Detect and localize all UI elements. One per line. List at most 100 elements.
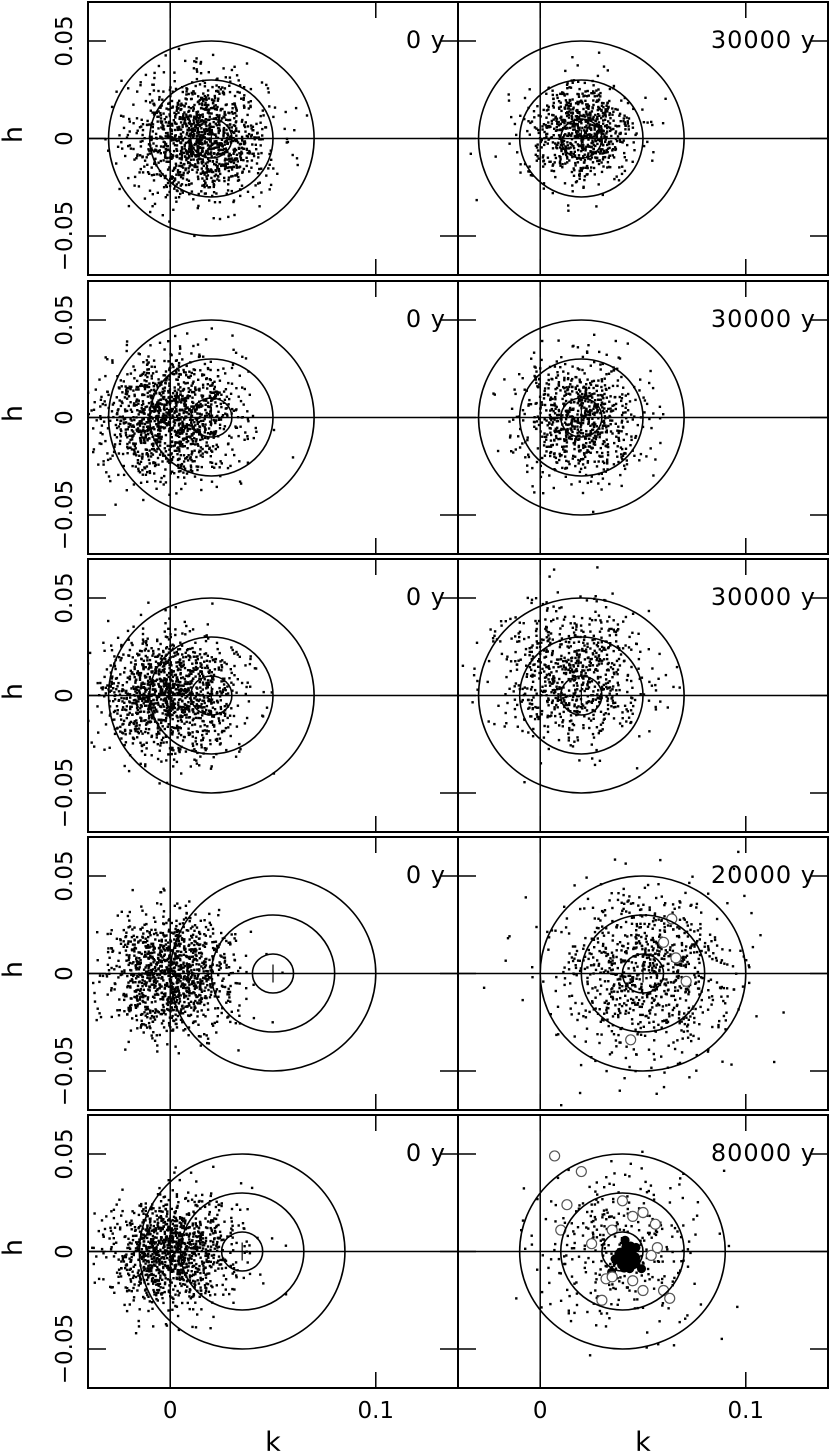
data-point <box>155 144 158 148</box>
data-point <box>184 482 187 485</box>
data-point <box>245 156 248 159</box>
data-point <box>624 128 627 131</box>
data-point <box>116 712 119 715</box>
data-point <box>607 445 610 449</box>
data-point <box>556 416 559 420</box>
data-point <box>179 386 182 389</box>
data-point <box>158 435 161 438</box>
data-point <box>140 684 143 687</box>
data-point <box>139 167 142 171</box>
data-point <box>213 99 216 102</box>
data-point <box>559 158 562 161</box>
data-point <box>157 127 160 130</box>
data-point <box>533 116 536 119</box>
data-point <box>561 136 565 140</box>
data-point <box>134 690 137 693</box>
data-point <box>578 100 582 103</box>
data-point <box>577 398 581 401</box>
data-point <box>536 415 539 418</box>
data-point <box>584 130 587 134</box>
data-point <box>151 123 155 126</box>
data-point <box>132 122 135 125</box>
data-point <box>618 139 622 142</box>
data-point <box>236 653 239 656</box>
data-point <box>560 139 564 142</box>
data-point <box>174 139 178 142</box>
data-point <box>597 113 600 116</box>
data-point <box>161 123 164 126</box>
data-point <box>133 432 136 435</box>
data-point <box>175 661 178 664</box>
data-point <box>180 158 183 161</box>
data-point <box>181 125 184 129</box>
data-point <box>137 671 141 675</box>
data-point <box>107 149 110 152</box>
data-point <box>583 372 586 375</box>
data-point <box>174 710 177 714</box>
data-point <box>169 135 172 138</box>
data-point <box>601 451 604 455</box>
data-point <box>247 420 250 423</box>
data-point <box>113 443 117 446</box>
data-point <box>157 718 160 721</box>
data-point <box>205 164 209 168</box>
data-point <box>139 84 142 87</box>
data-point <box>167 108 170 111</box>
data-point <box>168 114 172 118</box>
data-point <box>156 638 159 641</box>
data-point <box>141 400 145 403</box>
data-point <box>250 166 253 169</box>
data-point <box>619 120 622 123</box>
data-point <box>136 429 139 433</box>
data-point <box>238 750 241 753</box>
data-point <box>587 157 590 160</box>
data-point <box>183 410 186 413</box>
data-point <box>566 144 569 147</box>
data-point <box>245 62 249 65</box>
data-point <box>175 408 178 411</box>
data-point <box>187 122 191 125</box>
data-point <box>551 104 555 107</box>
data-point <box>139 762 142 765</box>
data-point <box>559 428 563 432</box>
data-point <box>553 418 556 421</box>
data-point <box>176 653 179 656</box>
data-point <box>201 404 204 407</box>
data-point <box>642 121 646 124</box>
data-point <box>233 453 236 457</box>
data-point <box>147 425 150 428</box>
data-point <box>126 390 129 393</box>
data-point <box>218 379 222 382</box>
data-point <box>573 128 576 131</box>
data-point <box>570 122 573 125</box>
data-point <box>123 671 126 674</box>
data-point <box>609 423 612 426</box>
data-point <box>598 114 601 117</box>
data-point <box>186 447 189 450</box>
data-point <box>603 415 607 418</box>
data-point <box>604 444 608 447</box>
data-point <box>155 698 159 702</box>
data-point <box>251 125 255 128</box>
data-point <box>165 716 168 720</box>
data-point <box>240 97 243 100</box>
data-point <box>179 192 182 196</box>
data-point <box>163 118 166 121</box>
data-point <box>205 411 208 415</box>
data-point <box>594 437 598 441</box>
data-point <box>178 352 181 355</box>
data-point <box>599 431 602 434</box>
data-point <box>206 161 209 164</box>
data-point <box>231 363 235 366</box>
data-point <box>235 109 238 112</box>
data-point <box>518 446 522 449</box>
data-point <box>243 722 247 725</box>
data-point <box>549 431 552 434</box>
data-point <box>135 403 138 407</box>
data-point <box>608 99 611 103</box>
data-point <box>254 184 257 187</box>
data-point <box>114 503 117 506</box>
data-point <box>196 706 200 709</box>
data-point <box>153 464 157 468</box>
data-point <box>507 93 510 96</box>
